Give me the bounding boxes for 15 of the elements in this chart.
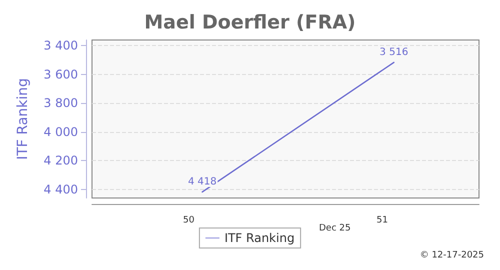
y-axis-title: ITF Ranking: [15, 78, 31, 160]
y-tick-label: 4 400: [44, 182, 78, 196]
x-tick-label: 50: [183, 216, 195, 226]
y-tick-label: 3 400: [44, 38, 78, 53]
data-label: 3 516: [380, 46, 408, 58]
y-tick-label: 4 000: [44, 124, 78, 139]
x-tick-label: 51: [376, 216, 388, 226]
y-tick-label: 3 600: [44, 67, 78, 82]
chart-title: Mael Doerfler (FRA): [144, 12, 356, 34]
y-tick-label: 3 800: [44, 96, 78, 110]
text: © 12-17-2025: [420, 250, 484, 260]
legend-label: ITF Ranking: [224, 231, 295, 245]
text: Dec 25: [319, 224, 351, 234]
data-label: 4 418: [188, 176, 217, 188]
y-tick-label: 4 200: [44, 154, 78, 168]
